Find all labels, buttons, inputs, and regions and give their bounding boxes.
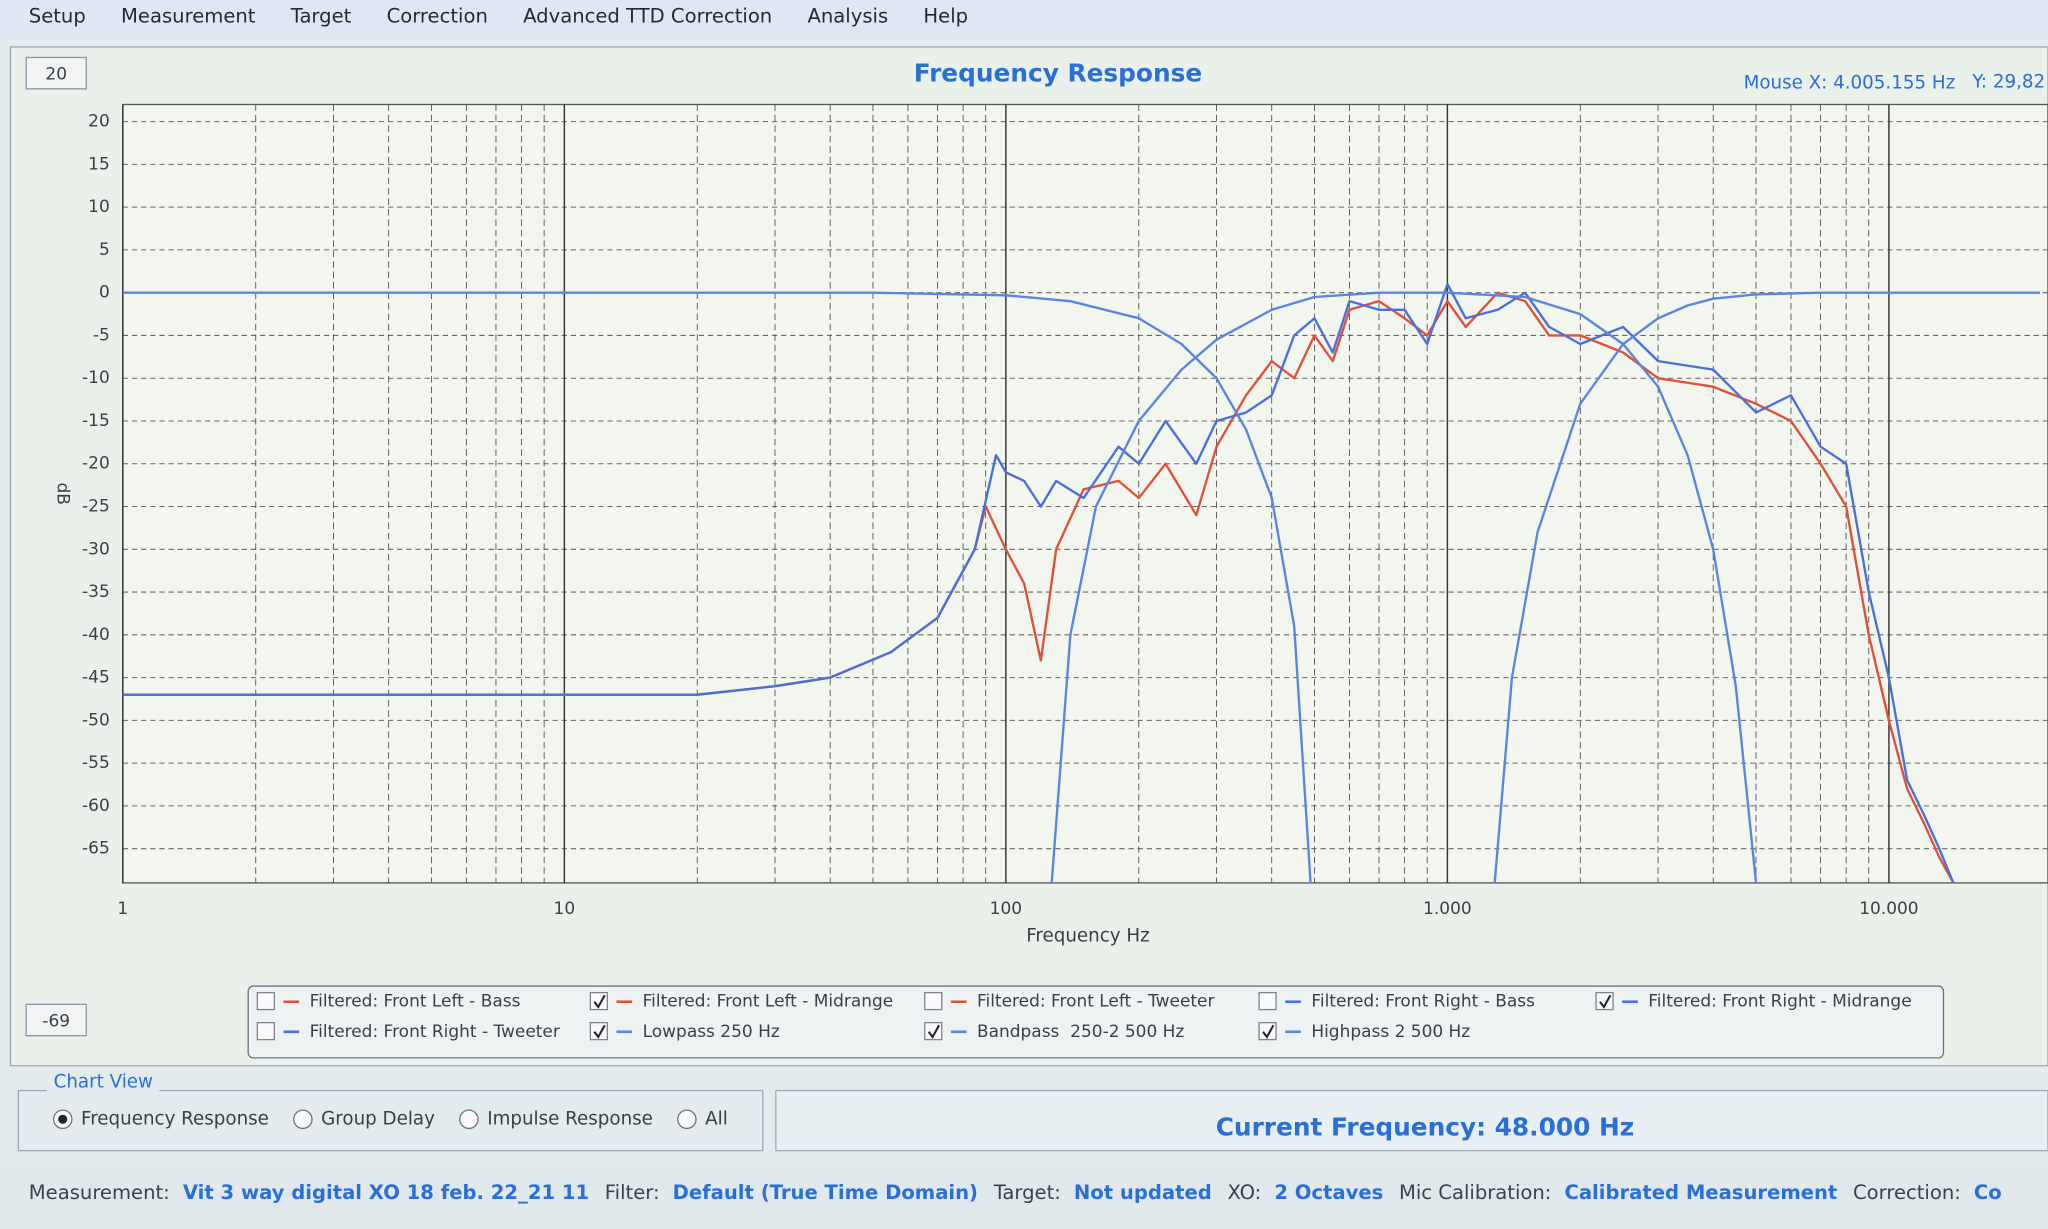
y-tick-label: -25 — [82, 497, 110, 517]
x-tick-label: 10 — [554, 899, 576, 919]
radio-label: All — [705, 1108, 728, 1129]
series-line — [1050, 291, 1758, 884]
status-bar — [0, 1166, 2048, 1229]
menu-bar — [0, 0, 2048, 40]
menu-item[interactable]: Measurement — [121, 4, 256, 27]
legend-label: Lowpass 250 Hz — [643, 1022, 780, 1042]
status-label: Target: — [993, 1181, 1061, 1204]
status-label: Correction: — [1853, 1181, 1961, 1204]
legend-check — [927, 1024, 941, 1039]
status-value: Vit 3 way digital XO 18 feb. 22_21 11 — [183, 1181, 589, 1204]
y-tick-label: -20 — [82, 454, 110, 474]
y-tick-label: 5 — [99, 240, 110, 260]
current-frequency-panel — [775, 1089, 2048, 1152]
menu-item[interactable]: Target — [290, 4, 352, 27]
y-tick-label: -15 — [82, 411, 110, 431]
radio-label: Frequency Response — [81, 1108, 269, 1129]
y-tick-label: -5 — [93, 325, 110, 345]
y-min-box[interactable] — [25, 1003, 87, 1037]
y-tick-label: -45 — [82, 668, 110, 688]
legend-checkbox[interactable] — [924, 991, 943, 1011]
status-label: Measurement: — [29, 1181, 170, 1204]
menu-item[interactable]: Advanced TTD Correction — [523, 4, 772, 27]
legend-label: Highpass 2 500 Hz — [1311, 1022, 1470, 1042]
legend-checkbox[interactable] — [256, 1021, 275, 1041]
legend-check — [1599, 994, 1612, 1009]
status-value: 2 Octaves — [1274, 1181, 1383, 1204]
legend-label: Filtered: Front Left - Bass — [310, 992, 521, 1012]
status-label: Filter: — [605, 1181, 660, 1204]
y-tick-label: 10 — [88, 197, 110, 217]
legend-label: Bandpass 250-2 500 Hz — [977, 1022, 1184, 1042]
y-tick-label: -30 — [82, 539, 110, 559]
y-tick-label: -10 — [82, 368, 110, 388]
x-tick-label: 100 — [990, 899, 1022, 919]
chart-view-title: Chart View — [54, 1072, 153, 1093]
legend-label: Filtered: Front Right - Midrange — [1648, 992, 1911, 1012]
y-max-value: 20 — [45, 64, 67, 84]
legend-label: Filtered: Front Right - Bass — [1311, 992, 1535, 1012]
radio-label: Impulse Response — [487, 1108, 653, 1129]
chart-view-group — [17, 1089, 764, 1152]
y-tick-label: -40 — [82, 625, 110, 645]
status-value: Co — [1974, 1181, 2002, 1204]
status-value: Calibrated Measurement — [1564, 1181, 1837, 1204]
legend-checkbox[interactable] — [256, 991, 275, 1011]
y-tick-label: -35 — [82, 582, 110, 602]
legend — [247, 985, 1945, 1059]
y-tick-label: -60 — [82, 796, 110, 816]
y-tick-label: 20 — [88, 112, 110, 132]
y-tick-label: 15 — [88, 154, 110, 174]
menu-item[interactable]: Correction — [387, 4, 488, 27]
radio-dot — [58, 1114, 68, 1124]
mouse-y: Y: 29,82 — [1971, 71, 2045, 92]
chart-title: Frequency Response — [914, 58, 1202, 87]
legend-checkbox[interactable] — [1258, 991, 1277, 1011]
y-max-box[interactable] — [25, 56, 87, 90]
series-line — [1493, 291, 2041, 883]
x-axis-label: Frequency Hz — [1026, 925, 1149, 946]
legend-label: Filtered: Front Left - Midrange — [643, 992, 894, 1012]
legend-label: Filtered: Front Left - Tweeter — [977, 992, 1215, 1012]
legend-check — [1262, 1024, 1275, 1039]
menu-item[interactable]: Analysis — [807, 4, 888, 27]
x-tick-label: 1.000 — [1423, 899, 1472, 919]
series-line — [122, 282, 1955, 884]
series-line — [122, 291, 1312, 883]
y-min-value: -69 — [42, 1011, 70, 1031]
x-tick-label: 1 — [117, 899, 128, 919]
menu-item[interactable]: Setup — [29, 4, 86, 27]
radio-button[interactable] — [677, 1109, 697, 1130]
y-tick-label: -65 — [82, 839, 110, 859]
radio-button[interactable] — [459, 1109, 479, 1130]
legend-check — [593, 994, 606, 1009]
legend-check — [593, 1024, 606, 1039]
y-tick-label: 0 — [99, 283, 110, 303]
y-tick-label: -50 — [82, 710, 110, 730]
y-axis-label: dB — [53, 482, 73, 504]
current-frequency: Current Frequency: 48.000 Hz — [1216, 1112, 1634, 1141]
mouse-x: Mouse X: 4.005.155 Hz — [1744, 73, 1956, 94]
menu-item[interactable]: Help — [923, 4, 968, 27]
y-tick-label: -55 — [82, 753, 110, 773]
legend-label: Filtered: Front Right - Tweeter — [310, 1022, 560, 1042]
group-title-bg — [47, 1072, 160, 1094]
status-value: Default (True Time Domain) — [673, 1181, 978, 1204]
status-label: Mic Calibration: — [1399, 1181, 1551, 1204]
radio-label: Group Delay — [321, 1108, 435, 1129]
plot-layer: 20 15 10 5 0 -5 -10 -15 -20 -25 -30 -35 -40 -45 -50 -55… — [82, 104, 2048, 919]
status-value: Not updated — [1074, 1181, 1212, 1204]
status-label: XO: — [1227, 1181, 1261, 1204]
radio-button[interactable] — [293, 1109, 313, 1130]
x-tick-label: 10.000 — [1859, 899, 1918, 919]
